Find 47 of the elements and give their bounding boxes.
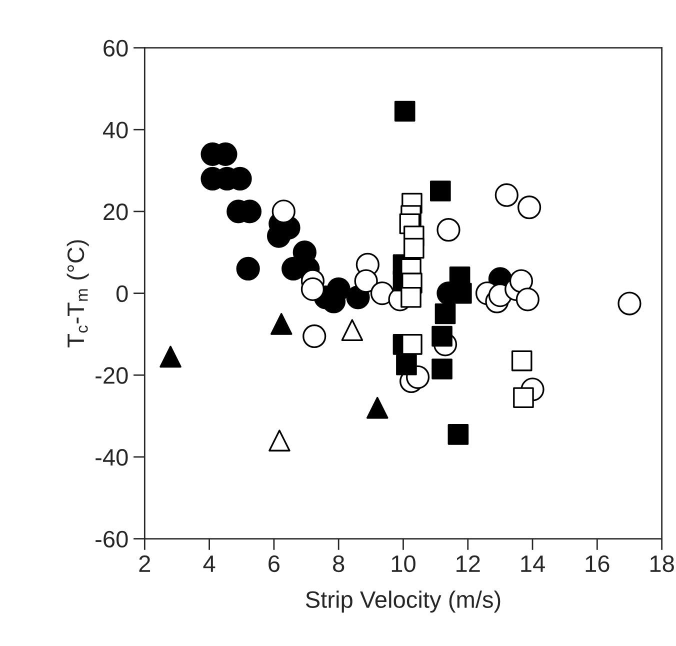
- point: [160, 346, 182, 368]
- x-tick-label: 4: [203, 556, 216, 572]
- y-tick-label: 40: [102, 122, 128, 138]
- x-tick-label: 8: [333, 555, 344, 572]
- point: [268, 430, 290, 452]
- point: [509, 269, 534, 293]
- point: [432, 326, 452, 347]
- point: [366, 396, 388, 419]
- x-axis-title: Strip Velocity (m/s): [306, 590, 500, 613]
- point: [513, 387, 534, 408]
- point: [430, 180, 451, 202]
- x-tick-label: 12: [456, 555, 480, 572]
- point: [432, 358, 452, 380]
- x-tick-label: 16: [586, 555, 610, 572]
- x-tick-label: 14: [521, 556, 545, 572]
- point: [302, 324, 326, 348]
- point: [270, 313, 292, 335]
- point: [354, 269, 378, 293]
- x-tick-label: 2: [139, 555, 150, 572]
- point: [494, 183, 518, 207]
- point: [370, 281, 394, 306]
- point: [400, 286, 422, 308]
- point: [403, 238, 424, 259]
- y-tick-label: -40: [96, 449, 128, 466]
- x-tick-label: 6: [268, 555, 280, 572]
- y-tick-label: -60: [96, 530, 128, 548]
- point: [436, 218, 460, 242]
- y-axis-title: T$_{c}$-T$_{m}$ (°C): [66, 240, 89, 348]
- point: [402, 334, 422, 355]
- point: [236, 256, 260, 281]
- point: [341, 319, 364, 342]
- point: [394, 100, 416, 122]
- x-tick-label: 18: [650, 555, 674, 572]
- point: [272, 200, 296, 224]
- point: [448, 424, 469, 445]
- point: [516, 288, 540, 312]
- x-tick-label: 10: [392, 555, 416, 572]
- point: [618, 292, 642, 316]
- point: [396, 354, 417, 376]
- point: [434, 303, 456, 324]
- point: [517, 196, 542, 220]
- y-tick-label: 20: [104, 204, 128, 220]
- y-tick-label: -20: [96, 367, 128, 384]
- y-tick-label: 0: [116, 285, 128, 302]
- point: [300, 277, 325, 302]
- y-tick-label: 60: [104, 40, 128, 57]
- point: [511, 350, 532, 372]
